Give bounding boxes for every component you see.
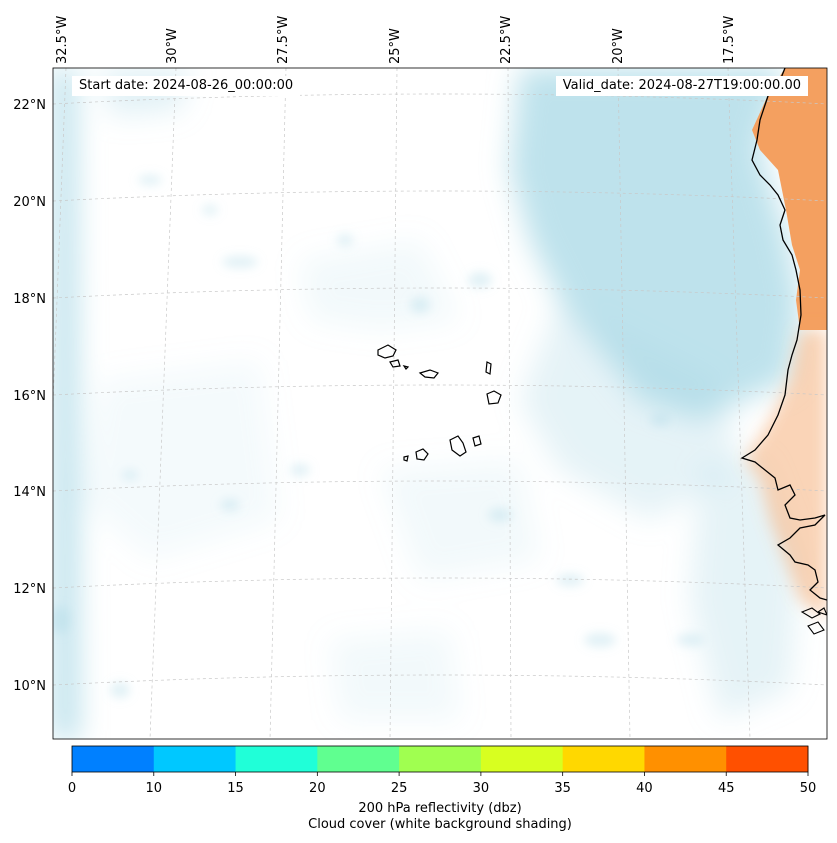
cloud-shading-area — [53, 68, 78, 739]
start-date-label: Start date: 2024-08-26_00:00:00 — [72, 76, 301, 96]
graticule — [53, 68, 827, 739]
lat-label: 20°N — [13, 195, 46, 210]
lon-label: 30°W — [165, 28, 180, 64]
colorbar-segment — [480, 746, 564, 772]
cloud-patch — [556, 574, 584, 586]
island-sao-vicente — [389, 359, 401, 368]
parallel-22n — [53, 93, 827, 105]
meridian-30w — [149, 68, 177, 739]
lon-label: 27.5°W — [276, 16, 291, 64]
cloud-patch — [290, 464, 310, 476]
island-sao-nicolau — [418, 369, 439, 379]
colorbar-tick-label: 20 — [309, 781, 326, 796]
lon-label: 20°W — [611, 28, 626, 64]
cloud-patch — [110, 682, 130, 698]
coastline-west-africa — [740, 68, 827, 601]
cloud-patch — [220, 499, 240, 511]
reflectivity-area-south — [745, 330, 827, 620]
reflectivity-area-north — [752, 68, 827, 330]
cloud-patch — [122, 470, 138, 480]
colorbar-tick-label: 45 — [718, 781, 735, 796]
valid-date-label: Valid_date: 2024-08-27T19:00:00.00 — [555, 76, 808, 96]
map-frame — [52, 67, 828, 740]
colorbar-segment — [399, 746, 482, 772]
map-content — [53, 68, 827, 739]
lat-label: 18°N — [13, 292, 46, 307]
lon-label: 22.5°W — [499, 16, 514, 64]
coastline-bissau-islands — [800, 607, 827, 635]
parallel-14n — [53, 480, 827, 492]
longitude-labels: 32.5°W 30°W 27.5°W 25°W 22.5°W 20°W 17.5… — [55, 16, 737, 64]
meridian-20w — [617, 68, 631, 739]
parallel-20n — [53, 190, 827, 202]
lon-label: 17.5°W — [722, 16, 737, 64]
colorbar-tick-label: 15 — [227, 781, 244, 796]
lat-label: 10°N — [13, 679, 46, 694]
colorbar-segment — [235, 746, 318, 772]
island-fogo — [415, 448, 429, 461]
cloud-patch — [584, 633, 616, 647]
colorbar-subtitle: Cloud cover (white background shading) — [308, 817, 572, 832]
colorbar-tick-label: 10 — [146, 781, 163, 796]
lon-label: 32.5°W — [55, 16, 70, 64]
colorbar-tick-label: 30 — [473, 781, 490, 796]
parallel-10n — [53, 674, 827, 686]
cloud-patch — [468, 272, 492, 288]
colorbar-segment — [72, 746, 155, 772]
lon-label: 25°W — [388, 28, 403, 64]
island-maio — [472, 435, 482, 447]
colorbar-frame — [71, 745, 809, 773]
island-sal — [485, 361, 492, 375]
meridian-22-5w — [507, 68, 512, 739]
colorbar: 0 10 15 20 25 30 35 40 45 50 — [68, 746, 816, 796]
lat-label: 12°N — [13, 582, 46, 597]
parallel-12n — [53, 577, 827, 589]
lat-label: 14°N — [13, 485, 46, 500]
island-brava — [403, 455, 409, 462]
latitude-labels: 22°N 20°N 18°N 16°N 14°N 12°N 10°N — [13, 98, 46, 694]
cloud-patch — [488, 508, 512, 522]
island-santiago — [449, 435, 467, 457]
colorbar-tick-label: 0 — [68, 781, 76, 796]
cloud-shading-area — [380, 460, 540, 580]
lat-label: 16°N — [13, 389, 46, 404]
colorbar-title: 200 hPa reflectivity (dbz) — [358, 801, 522, 816]
colorbar-segment — [317, 746, 400, 772]
island-santa-luzia — [402, 365, 410, 370]
parallel-18n — [53, 287, 827, 299]
lat-label: 22°N — [13, 98, 46, 113]
colorbar-segment — [726, 746, 809, 772]
colorbar-segment — [644, 746, 727, 772]
cloud-shading-area — [520, 300, 740, 520]
meridian-27-5w — [269, 68, 287, 739]
cloud-shading-area — [510, 68, 800, 420]
colorbar-tick-label: 35 — [554, 781, 571, 796]
cloud-patch — [138, 175, 162, 185]
cloud-patch — [676, 634, 704, 646]
land-reflectivity — [745, 68, 827, 620]
cloud-patch — [53, 606, 70, 634]
colorbar-tick-label: 40 — [636, 781, 653, 796]
meridian-17-5w — [727, 68, 751, 739]
island-boa-vista — [486, 390, 502, 405]
colorbar-segment — [562, 746, 645, 772]
island-santo-antao — [377, 344, 397, 359]
colorbar-segment — [153, 746, 237, 772]
cloud-patch — [222, 256, 258, 268]
meridian-25w — [389, 68, 398, 739]
cloud-patch — [202, 205, 218, 215]
cloud-patch — [337, 234, 353, 246]
parallel-16n — [53, 384, 827, 396]
cabo-verde-islands — [377, 344, 502, 462]
cloud-cover-patches — [53, 175, 704, 698]
cloud-patch — [410, 297, 430, 313]
colorbar-tick-label: 25 — [391, 781, 408, 796]
cloud-patch — [650, 414, 670, 426]
colorbar-tick-label: 50 — [800, 781, 817, 796]
